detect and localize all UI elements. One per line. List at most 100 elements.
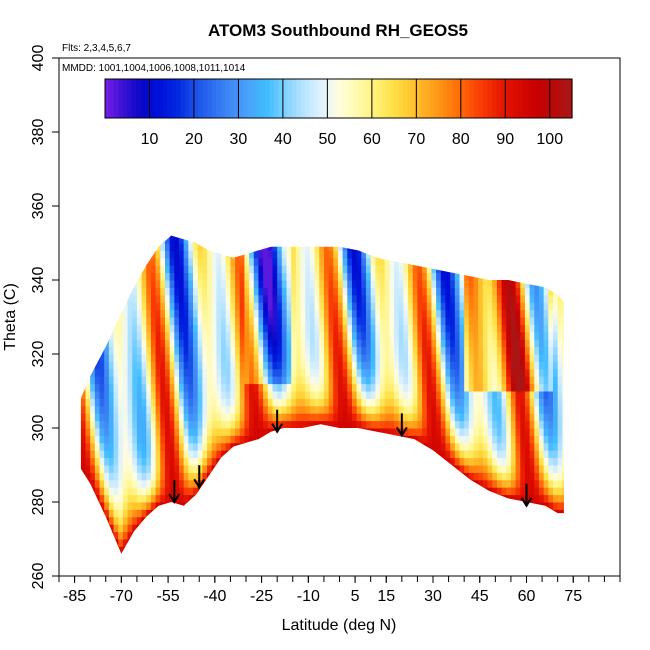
rh-cell [277,235,283,244]
rh-cell [440,294,446,303]
rh-cell [123,554,128,562]
rh-cell [562,516,564,525]
rh-cell [169,398,175,407]
rh-cell [127,339,133,348]
rh-cell [99,428,105,436]
rh-cell [482,465,489,473]
rh-cell [244,302,250,311]
rh-cell [178,265,185,274]
rh-cell [113,539,119,547]
rh-cell [370,376,376,385]
rh-cell [384,391,390,399]
rh-cell [141,309,147,318]
rh-cell [136,376,143,385]
rh-cell [94,472,101,481]
rh-cell [305,235,311,244]
rh-cell [408,405,414,414]
rh-cell [291,294,297,303]
colorbar-swatch [447,79,453,118]
rh-cell [225,272,231,281]
rh-cell [122,346,129,355]
rh-cell [450,361,456,370]
rh-cell [94,391,101,399]
rh-cell [164,235,171,237]
rh-cell [164,442,171,451]
rh-cell [286,309,292,318]
rh-cell [263,391,269,399]
colorbar-swatch [140,79,146,118]
rh-cell [286,324,292,333]
rh-cell [464,317,470,325]
rh-cell [389,257,395,266]
rh-cell [113,391,119,399]
rh-cell [286,272,292,281]
colorbar-swatch [233,79,240,118]
rh-cell [548,405,554,414]
rh-cell [188,465,194,473]
rh-cell [524,428,531,436]
rh-cell [281,257,288,266]
rh-cell [164,487,171,496]
rh-cell [543,450,549,459]
rh-cell [239,405,245,414]
rh-cell [436,346,442,355]
rh-cell [342,257,348,266]
rh-cell [370,413,376,422]
rh-cell [361,250,367,259]
rh-cell [459,317,465,325]
rh-cell [169,405,175,414]
rh-cell [258,257,264,266]
rh-cell [85,368,91,377]
rh-cell [347,294,353,303]
rh-cell [225,287,231,296]
rh-cell [239,442,245,451]
rh-cell [150,457,157,466]
rh-cell [309,420,316,429]
rh-cell [160,368,166,377]
rh-cell [510,354,517,362]
tropopause-arrow [168,480,181,504]
rh-cell [394,265,400,274]
rh-cell [337,361,344,370]
rh-cell [351,302,358,311]
rh-cell [253,398,259,407]
rh-cell [478,302,484,311]
rh-cell [319,428,325,436]
rh-cell [263,346,269,355]
colorbar-swatch [291,79,297,118]
rh-cell [426,383,432,392]
rh-cell [562,324,564,333]
rh-cell [253,272,259,281]
rh-cell [403,413,409,422]
rh-cell [356,280,362,288]
rh-cell [365,272,372,281]
rh-cell [277,405,283,414]
rh-cell [136,420,143,429]
rh-cell [436,331,442,340]
rh-cell [440,287,446,296]
rh-cell [211,405,217,414]
rh-cell [417,287,423,296]
rh-cell [183,509,189,518]
rh-cell [244,324,250,333]
rh-cell [202,428,208,436]
rh-cell [127,516,133,525]
rh-cell [169,457,175,466]
rh-cell [515,405,521,414]
rh-cell [235,331,241,340]
rh-cell [342,376,348,385]
rh-cell [538,428,545,436]
rh-cell [253,346,259,355]
rh-cell [389,428,395,436]
rh-cell [244,243,250,251]
rh-cell [365,331,372,340]
rh-cell [155,243,161,251]
rh-cell [482,294,489,303]
rh-cell [207,287,213,296]
rh-cell [380,257,386,266]
rh-cell [267,346,273,355]
rh-cell [487,391,493,399]
rh-cell [277,354,283,362]
rh-cell [235,368,241,377]
rh-cell [211,309,217,318]
